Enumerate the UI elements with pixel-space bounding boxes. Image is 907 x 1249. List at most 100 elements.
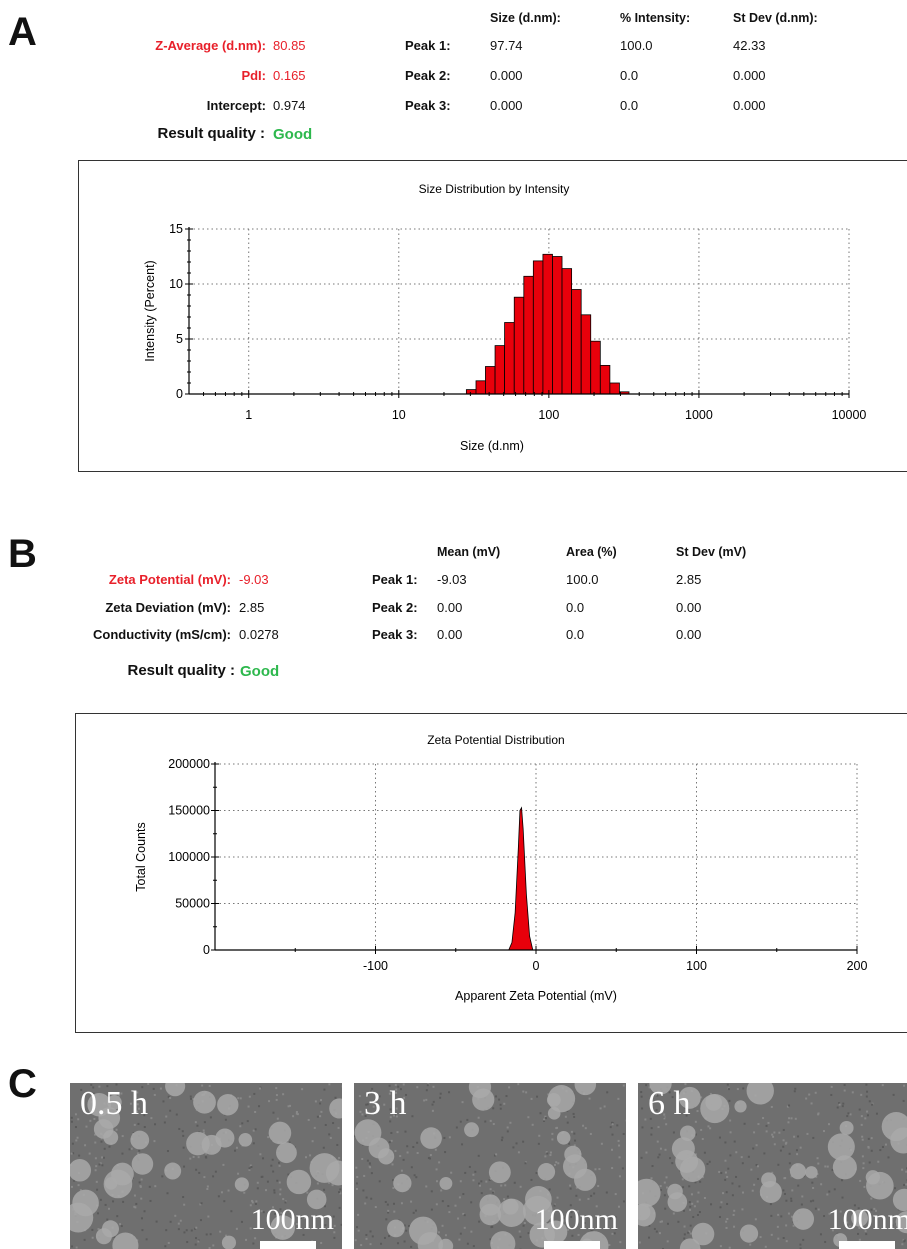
- noise-speck: [727, 1088, 730, 1091]
- noise-speck: [404, 1130, 407, 1133]
- noise-speck: [870, 1197, 873, 1200]
- noise-speck: [383, 1103, 386, 1106]
- conductivity-label: Conductivity (mS/cm):: [93, 627, 231, 642]
- noise-speck: [141, 1086, 144, 1089]
- noise-speck: [793, 1135, 796, 1138]
- noise-speck: [755, 1144, 758, 1147]
- noise-speck: [787, 1212, 790, 1215]
- noise-speck: [525, 1091, 528, 1094]
- noise-speck: [425, 1098, 428, 1101]
- noise-speck: [621, 1167, 624, 1170]
- noise-speck: [857, 1232, 860, 1235]
- noise-speck: [657, 1156, 660, 1159]
- noise-speck: [493, 1154, 496, 1157]
- noise-speck: [252, 1129, 255, 1132]
- noise-speck: [881, 1145, 884, 1148]
- noise-speck: [272, 1111, 275, 1114]
- x-tick-label: 1000: [685, 408, 713, 422]
- noise-speck: [423, 1099, 426, 1102]
- noise-speck: [492, 1123, 495, 1126]
- noise-speck: [441, 1200, 444, 1203]
- noise-speck: [334, 1096, 337, 1099]
- nanoparticle: [638, 1203, 656, 1227]
- noise-speck: [816, 1157, 819, 1160]
- noise-speck: [328, 1133, 331, 1136]
- noise-speck: [611, 1123, 614, 1126]
- noise-speck: [650, 1127, 653, 1130]
- noise-speck: [100, 1140, 103, 1143]
- noise-speck: [440, 1189, 443, 1192]
- noise-speck: [724, 1159, 727, 1162]
- noise-speck: [700, 1096, 703, 1099]
- noise-speck: [190, 1229, 193, 1232]
- nanoparticle: [805, 1166, 818, 1179]
- noise-speck: [237, 1172, 240, 1175]
- noise-speck: [795, 1149, 798, 1152]
- tem-image-3h: 3 h 100nm: [354, 1083, 626, 1249]
- nanoparticle: [217, 1094, 239, 1116]
- zeta-peak-3-mean: 0.00: [437, 627, 463, 642]
- noise-speck: [239, 1125, 242, 1128]
- nanoparticle: [221, 1235, 237, 1249]
- noise-speck: [731, 1194, 734, 1197]
- noise-speck: [706, 1162, 709, 1165]
- nanoparticle: [832, 1155, 857, 1180]
- noise-speck: [83, 1238, 86, 1241]
- noise-speck: [90, 1083, 93, 1086]
- noise-speck: [143, 1126, 146, 1129]
- nanoparticle: [649, 1083, 672, 1095]
- noise-speck: [663, 1194, 666, 1197]
- noise-speck: [806, 1132, 809, 1135]
- noise-speck: [138, 1149, 141, 1152]
- noise-speck: [361, 1157, 364, 1160]
- noise-speck: [120, 1092, 123, 1095]
- noise-speck: [413, 1174, 416, 1177]
- noise-speck: [770, 1214, 773, 1217]
- nanoparticle: [112, 1232, 139, 1249]
- noise-speck: [645, 1151, 648, 1154]
- noise-speck: [515, 1142, 518, 1145]
- nanoparticle: [130, 1130, 150, 1150]
- noise-speck: [102, 1156, 105, 1159]
- noise-speck: [393, 1210, 396, 1213]
- noise-speck: [209, 1233, 212, 1236]
- noise-speck: [279, 1188, 282, 1191]
- noise-speck: [392, 1187, 395, 1190]
- noise-speck: [250, 1165, 253, 1168]
- noise-speck: [313, 1126, 316, 1129]
- noise-speck: [359, 1110, 362, 1113]
- noise-speck: [703, 1151, 706, 1154]
- noise-speck: [843, 1089, 846, 1092]
- noise-speck: [224, 1118, 227, 1121]
- x-tick-label: 200: [847, 959, 868, 973]
- noise-speck: [280, 1212, 283, 1215]
- noise-speck: [573, 1144, 576, 1147]
- noise-speck: [767, 1121, 770, 1124]
- noise-speck: [135, 1110, 138, 1113]
- noise-speck: [799, 1247, 802, 1249]
- y-tick-label: 10: [169, 277, 183, 291]
- noise-speck: [694, 1153, 697, 1156]
- nanoparticle: [705, 1094, 722, 1111]
- noise-speck: [743, 1122, 746, 1125]
- noise-speck: [399, 1088, 402, 1091]
- bar: [609, 382, 620, 395]
- noise-speck: [143, 1210, 146, 1213]
- noise-speck: [819, 1233, 822, 1236]
- noise-speck: [902, 1099, 905, 1102]
- noise-speck: [278, 1164, 281, 1167]
- noise-speck: [195, 1226, 198, 1229]
- z-average-label: Z-Average (d.nm):: [155, 38, 266, 53]
- zeta-potential-label: Zeta Potential (mV):: [108, 572, 231, 587]
- noise-speck: [611, 1148, 614, 1151]
- noise-speck: [395, 1091, 398, 1094]
- noise-speck: [165, 1115, 168, 1118]
- zeta-peak-3-label: Peak 3:: [372, 627, 418, 642]
- noise-speck: [395, 1107, 398, 1110]
- noise-speck: [879, 1149, 882, 1152]
- noise-speck: [549, 1154, 552, 1157]
- noise-speck: [327, 1216, 330, 1219]
- noise-speck: [861, 1135, 864, 1138]
- noise-speck: [273, 1189, 276, 1192]
- noise-speck: [870, 1149, 873, 1152]
